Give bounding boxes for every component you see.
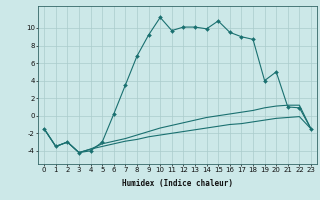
X-axis label: Humidex (Indice chaleur): Humidex (Indice chaleur) xyxy=(122,179,233,188)
